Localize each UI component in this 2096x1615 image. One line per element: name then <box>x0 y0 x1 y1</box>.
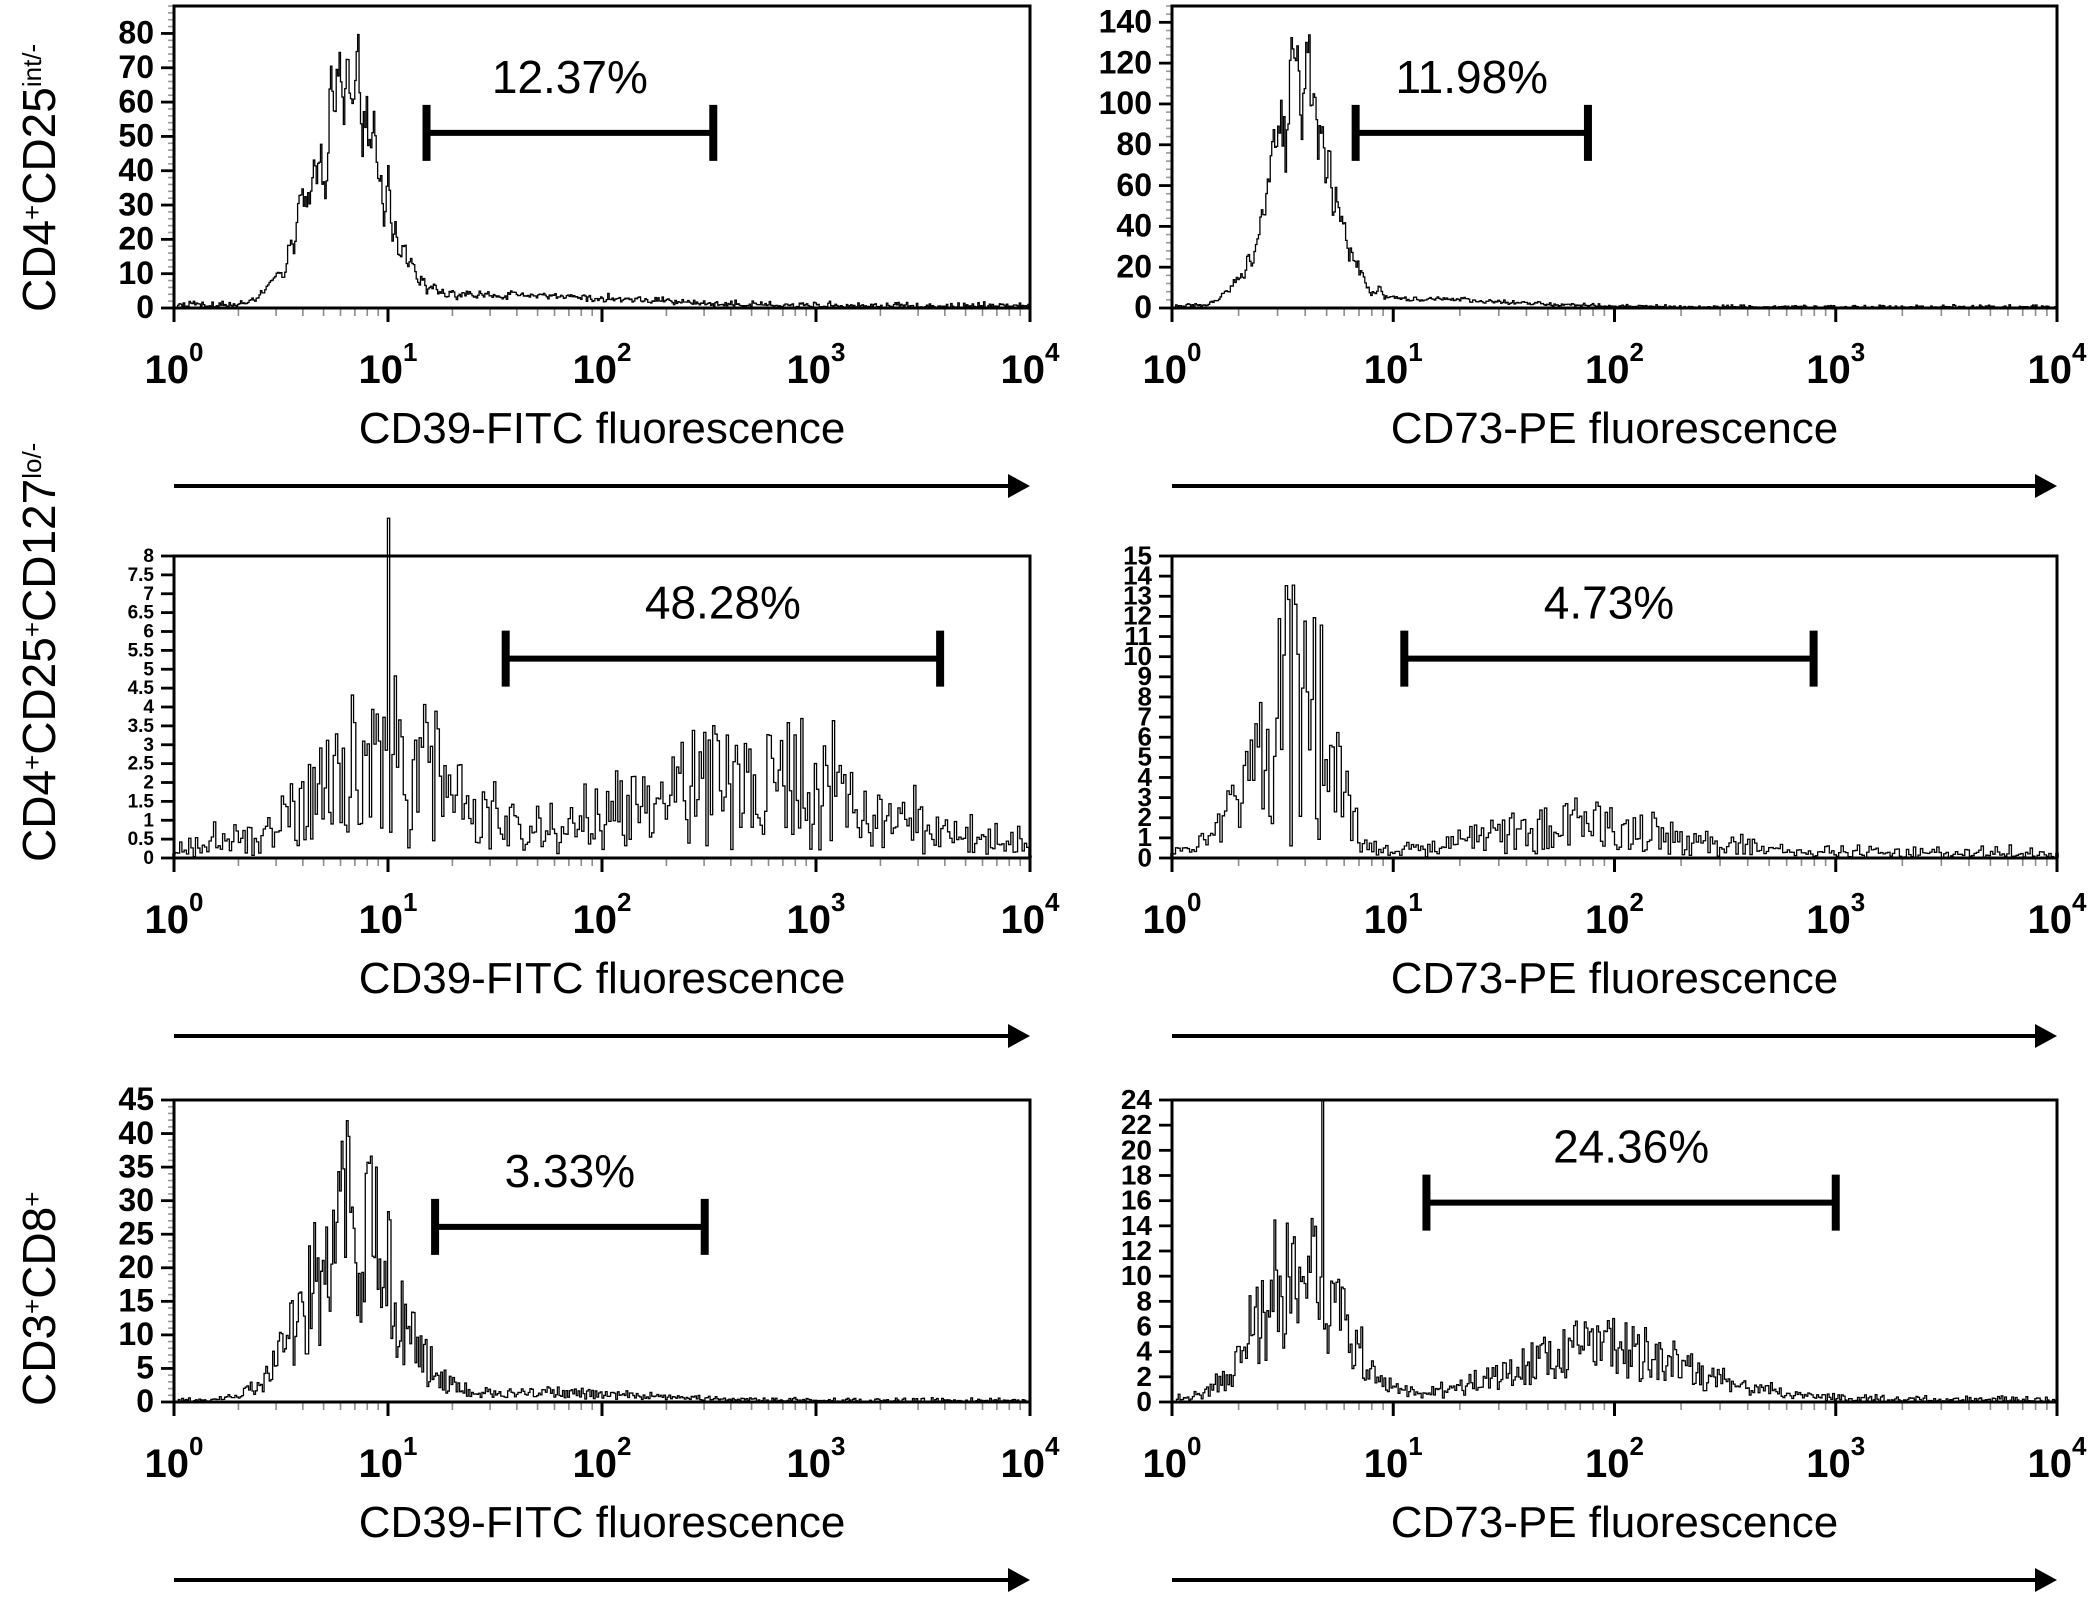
svg-text:4: 4 <box>143 697 154 718</box>
svg-text:CD73-PE fluorescence: CD73-PE fluorescence <box>1391 1498 1839 1547</box>
svg-text:24.36%: 24.36% <box>1553 1121 1709 1173</box>
svg-text:CD3+CD8+: CD3+CD8+ <box>13 1192 65 1406</box>
svg-text:10: 10 <box>118 1316 154 1352</box>
svg-text:4.5: 4.5 <box>128 678 155 699</box>
svg-text:30: 30 <box>118 1182 154 1218</box>
svg-text:CD39-FITC fluorescence: CD39-FITC fluorescence <box>359 404 846 453</box>
svg-text:5: 5 <box>136 1350 154 1386</box>
svg-text:CD73-PE fluorescence: CD73-PE fluorescence <box>1391 954 1839 1003</box>
svg-text:0: 0 <box>143 848 154 869</box>
svg-text:1: 1 <box>143 810 154 831</box>
svg-text:35: 35 <box>118 1148 154 1184</box>
svg-text:CD73-PE fluorescence: CD73-PE fluorescence <box>1391 404 1839 453</box>
svg-text:5.5: 5.5 <box>128 640 155 661</box>
svg-text:7: 7 <box>143 584 154 605</box>
svg-text:70: 70 <box>118 49 154 85</box>
svg-text:15: 15 <box>1123 540 1152 570</box>
svg-text:45: 45 <box>118 1081 154 1117</box>
svg-text:3.33%: 3.33% <box>505 1145 635 1197</box>
svg-text:3: 3 <box>143 735 154 756</box>
svg-text:80: 80 <box>1116 126 1152 162</box>
svg-text:2: 2 <box>143 773 154 794</box>
svg-text:CD39-FITC fluorescence: CD39-FITC fluorescence <box>359 1498 846 1547</box>
svg-text:48.28%: 48.28% <box>645 577 801 629</box>
svg-text:60: 60 <box>1116 167 1152 203</box>
svg-text:4.73%: 4.73% <box>1544 577 1674 629</box>
svg-text:11.98%: 11.98% <box>1395 51 1548 103</box>
svg-text:40: 40 <box>1116 208 1152 244</box>
svg-text:0: 0 <box>1134 289 1152 325</box>
svg-text:140: 140 <box>1099 4 1152 40</box>
svg-text:40: 40 <box>118 152 154 188</box>
svg-text:30: 30 <box>118 186 154 222</box>
svg-text:0.5: 0.5 <box>128 829 155 850</box>
svg-text:5: 5 <box>143 659 154 680</box>
svg-text:10: 10 <box>118 255 154 291</box>
svg-text:6.5: 6.5 <box>128 603 155 624</box>
svg-text:20: 20 <box>118 221 154 257</box>
svg-text:40: 40 <box>118 1115 154 1151</box>
svg-text:20: 20 <box>1116 248 1152 284</box>
svg-text:2.5: 2.5 <box>128 754 155 775</box>
svg-text:CD39-FITC fluorescence: CD39-FITC fluorescence <box>359 954 846 1003</box>
svg-text:1.5: 1.5 <box>128 791 155 812</box>
svg-text:50: 50 <box>118 118 154 154</box>
svg-text:24: 24 <box>1121 1084 1153 1115</box>
svg-text:0: 0 <box>136 289 154 325</box>
svg-text:8: 8 <box>143 546 154 567</box>
svg-text:6: 6 <box>143 622 154 643</box>
svg-text:120: 120 <box>1099 44 1152 80</box>
svg-text:15: 15 <box>118 1283 154 1319</box>
svg-text:25: 25 <box>118 1215 154 1251</box>
svg-text:12.37%: 12.37% <box>492 51 648 103</box>
svg-text:60: 60 <box>118 83 154 119</box>
svg-text:0: 0 <box>136 1383 154 1419</box>
svg-text:7.5: 7.5 <box>128 565 155 586</box>
svg-text:100: 100 <box>1099 85 1152 121</box>
svg-text:20: 20 <box>118 1249 154 1285</box>
svg-text:CD4+CD25+CD127lo/-: CD4+CD25+CD127lo/- <box>13 443 65 862</box>
svg-text:3.5: 3.5 <box>128 716 155 737</box>
svg-text:80: 80 <box>118 15 154 51</box>
